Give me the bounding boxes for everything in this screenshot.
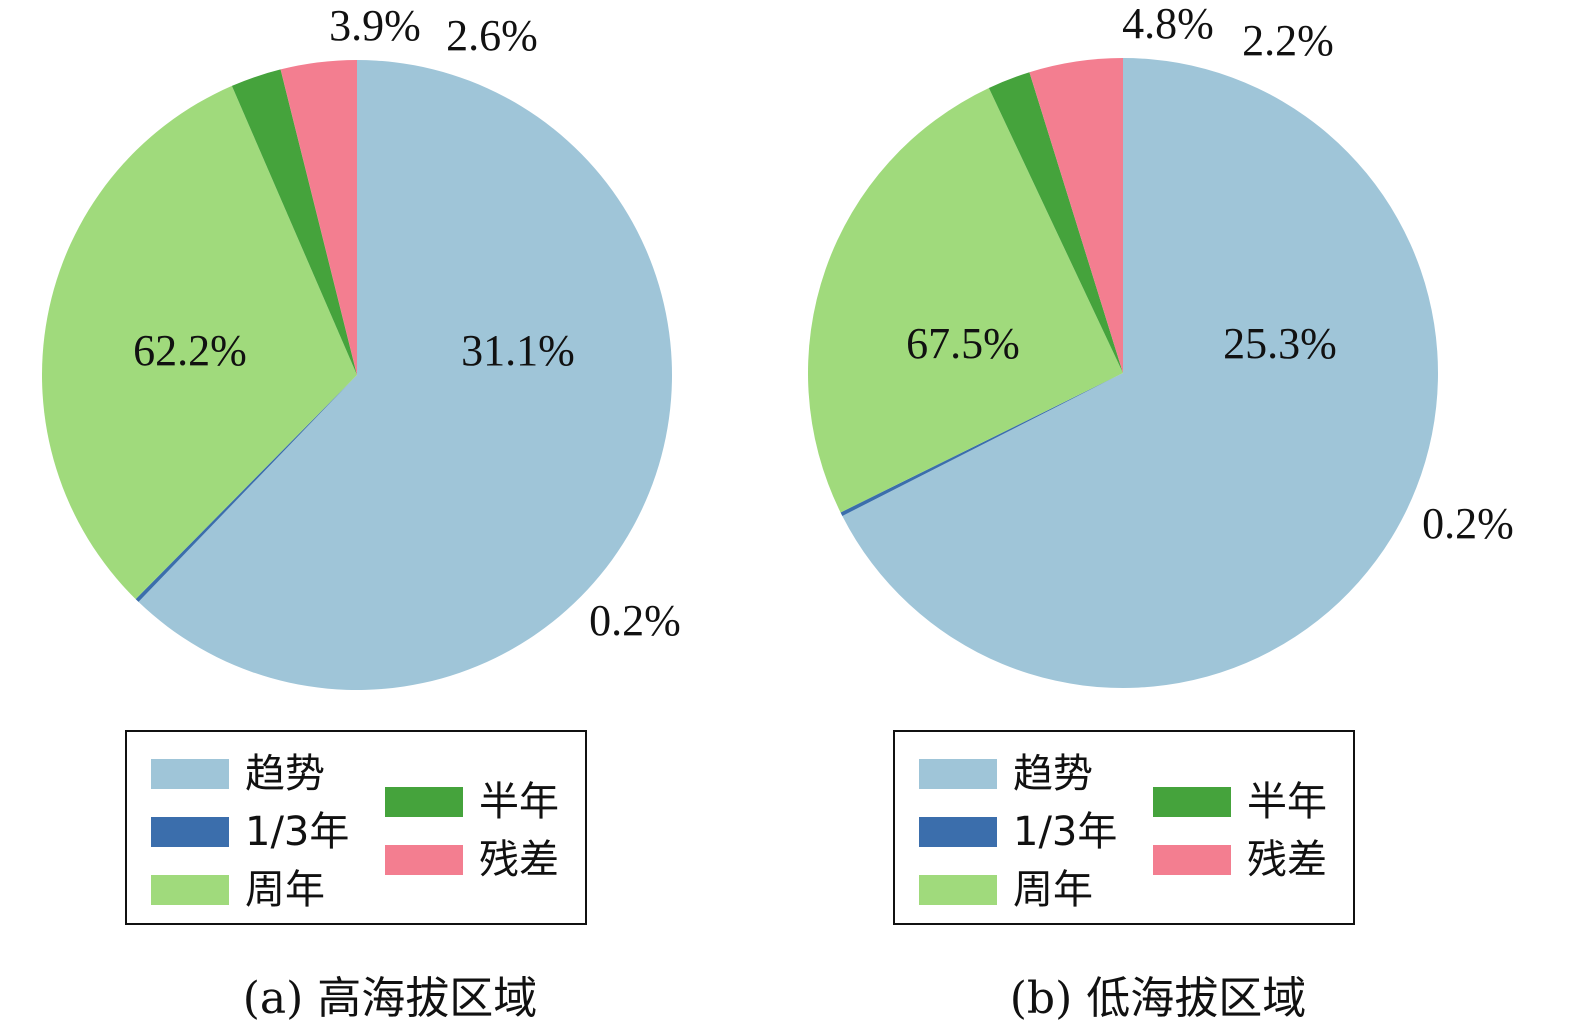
legend-label: 1/3年: [245, 809, 350, 855]
legend-swatch: [1153, 845, 1231, 875]
legend-item-趋势: 趋势: [151, 754, 325, 794]
pie-chart: 67.5% 0.2% 25.3% 2.2% 4.8%: [808, 0, 1514, 688]
data-label-半年: 2.2%: [1242, 16, 1334, 65]
pie-slice-趋势: [842, 58, 1438, 688]
pie-slice-1-3年: [135, 375, 357, 602]
legend-swatch: [919, 875, 997, 905]
data-label-残差: 4.8%: [1122, 0, 1214, 48]
legend-item-1-3年: 1/3年: [919, 812, 1117, 852]
chart-panel-high-altitude: 62.2% 0.2% 31.1% 2.6% 3.9% 趋势 1/3年周年 半年残差 (a) …: [0, 0, 780, 1032]
legend-item-残差: 残差: [1153, 840, 1327, 880]
data-label-趋势: 67.5%: [906, 319, 1020, 368]
chart-caption: (a) 高海拔区域: [242, 973, 538, 1024]
legend-label: 周年: [245, 867, 325, 913]
data-label-1-3年: 0.2%: [589, 596, 681, 645]
legend-label: 趋势: [245, 751, 325, 797]
legend-label: 半年: [479, 779, 559, 825]
pie-slice-残差: [1029, 58, 1123, 373]
pie-slice-半年: [988, 72, 1123, 374]
pie-slice-周年: [808, 87, 1123, 513]
legend-item-半年: 半年: [385, 782, 559, 822]
data-label-残差: 3.9%: [329, 1, 421, 50]
legend-label: 残差: [479, 837, 559, 883]
legend-item-残差: 残差: [385, 840, 559, 880]
legend-swatch: [385, 787, 463, 817]
legend-swatch: [151, 817, 229, 847]
legend-swatch: [385, 845, 463, 875]
legend-item-周年: 周年: [919, 870, 1093, 910]
legend-label: 半年: [1247, 779, 1327, 825]
legend-swatch: [1153, 787, 1231, 817]
data-label-周年: 31.1%: [461, 326, 575, 375]
data-label-1-3年: 0.2%: [1422, 499, 1514, 548]
legend-swatch: [151, 875, 229, 905]
legend-item-1-3年: 1/3年: [151, 812, 349, 852]
pie-slice-1-3年: [840, 373, 1123, 517]
legend-item-周年: 周年: [151, 870, 325, 910]
data-label-趋势: 62.2%: [133, 326, 247, 375]
pie-slice-趋势: [138, 60, 672, 690]
legend-item-半年: 半年: [1153, 782, 1327, 822]
legend-item-趋势: 趋势: [919, 754, 1093, 794]
chart-panel-low-altitude: 67.5% 0.2% 25.3% 2.2% 4.8% 趋势 1/3年周年 半年残差 (b) …: [768, 0, 1548, 1032]
pie-slice-半年: [231, 69, 357, 375]
legend-label: 趋势: [1013, 751, 1093, 797]
data-label-周年: 25.3%: [1223, 319, 1337, 368]
chart-caption: (b) 低海拔区域: [1009, 973, 1307, 1024]
legend-label: 周年: [1013, 867, 1093, 913]
pie-slice-残差: [280, 60, 357, 375]
legend: 趋势 1/3年周年 半年残差: [125, 730, 587, 925]
legend-swatch: [919, 817, 997, 847]
data-label-半年: 2.6%: [446, 11, 538, 60]
legend-label: 残差: [1247, 837, 1327, 883]
legend: 趋势 1/3年周年 半年残差: [893, 730, 1355, 925]
legend-swatch: [151, 759, 229, 789]
pie-slice-周年: [41, 85, 358, 600]
pie-chart: 62.2% 0.2% 31.1% 2.6% 3.9%: [41, 1, 681, 690]
legend-swatch: [919, 759, 997, 789]
legend-label: 1/3年: [1013, 809, 1118, 855]
